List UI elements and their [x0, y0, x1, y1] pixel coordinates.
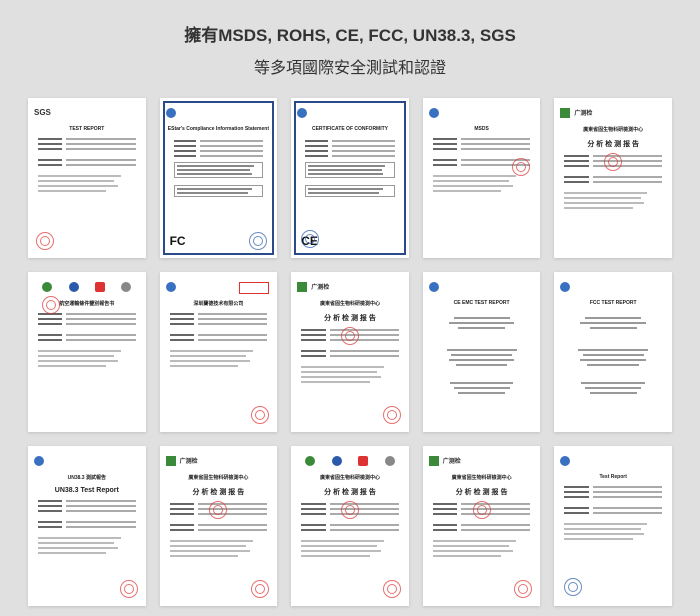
- cert-card: 广测检廣東省固生物科研檢測中心分 析 检 测 报 告: [423, 446, 541, 606]
- cert-title: 分 析 检 测 报 告: [560, 139, 666, 149]
- cert-title: 分 析 检 测 报 告: [166, 487, 272, 497]
- cert-card: SGSTEST REPORT: [28, 98, 146, 258]
- cert-title: 分 析 检 测 报 告: [297, 313, 403, 323]
- cert-card: MSDS: [423, 98, 541, 258]
- cert-title: 廣東省固生物科研檢測中心: [297, 300, 403, 307]
- cert-title: UN38.3 測試報告: [34, 474, 140, 481]
- cert-title: TEST REPORT: [34, 126, 140, 132]
- cert-title: 深圳蘭德技术有限公司: [166, 300, 272, 307]
- cert-card: EStar's Compliance Information Statement…: [160, 98, 278, 258]
- headline-1: 擁有MSDS, ROHS, CE, FCC, UN38.3, SGS: [20, 24, 680, 48]
- cert-grid: SGSTEST REPORT EStar's Compliance Inform…: [20, 98, 680, 606]
- cert-title: Test Report: [560, 474, 666, 480]
- cert-title: MSDS: [429, 126, 535, 132]
- cert-gallery: 擁有MSDS, ROHS, CE, FCC, UN38.3, SGS 等多項國際…: [0, 0, 700, 616]
- cert-card: CERTIFICATE OF CONFORMITY CE: [291, 98, 409, 258]
- cert-title: EStar's Compliance Information Statement: [166, 126, 272, 132]
- cert-title: 廣東省固生物科研檢測中心: [166, 474, 272, 481]
- headline-2: 等多項國際安全測試和認證: [20, 54, 680, 78]
- cert-card: 广测检廣東省固生物科研檢測中心分 析 检 测 报 告: [291, 272, 409, 432]
- cert-card: FCC TEST REPORT: [554, 272, 672, 432]
- cert-card: Test Report: [554, 446, 672, 606]
- cert-title: 廣東省固生物科研檢測中心: [560, 126, 666, 133]
- cert-title: UN38.3 Test Report: [34, 487, 140, 494]
- cert-card: 广测检廣東省固生物科研檢測中心分 析 检 测 报 告: [554, 98, 672, 258]
- cert-card: 航空運輸條件鑒別報告书: [28, 272, 146, 432]
- cert-card: CE EMC TEST REPORT: [423, 272, 541, 432]
- cert-title: FCC TEST REPORT: [560, 300, 666, 306]
- cert-card: 广测检廣東省固生物科研檢測中心分 析 检 测 报 告: [160, 446, 278, 606]
- cert-card: UN38.3 測試報告 UN38.3 Test Report: [28, 446, 146, 606]
- cert-title: 廣東省固生物科研檢測中心: [429, 474, 535, 481]
- cert-title: CERTIFICATE OF CONFORMITY: [297, 126, 403, 132]
- cert-title: 分 析 检 测 报 告: [297, 487, 403, 497]
- cert-title: CE EMC TEST REPORT: [429, 300, 535, 306]
- cert-mark: FC: [170, 234, 186, 248]
- cert-title: 廣東省固生物科研檢測中心: [297, 474, 403, 481]
- cert-title: 分 析 检 测 报 告: [429, 487, 535, 497]
- cert-card: 深圳蘭德技术有限公司: [160, 272, 278, 432]
- cert-card: 廣東省固生物科研檢測中心分 析 检 测 报 告: [291, 446, 409, 606]
